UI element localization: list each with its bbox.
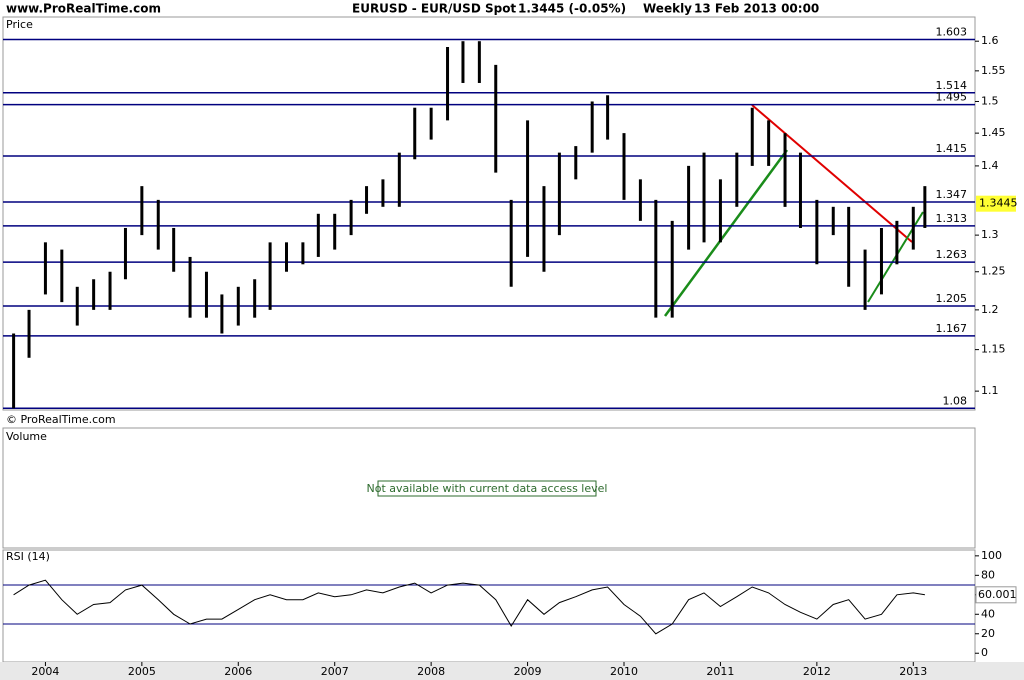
level-label: 1.603 (936, 25, 968, 38)
price-panel (2, 16, 976, 411)
x-tick-label: 2009 (514, 665, 542, 678)
price-change: 1.3445 (-0.05%) (518, 2, 626, 16)
y-tick-label: 1.55 (981, 64, 1006, 77)
level-label: 1.167 (936, 322, 968, 335)
x-tick-label: 2012 (803, 665, 831, 678)
level-label: 1.08 (943, 394, 968, 407)
trend-line (663, 149, 789, 317)
copyright: © ProRealTime.com (6, 413, 116, 426)
x-tick-label: 2010 (610, 665, 638, 678)
x-tick-label: 2006 (224, 665, 252, 678)
volume-label: Volume (6, 430, 47, 443)
symbol: EURUSD - EUR/USD Spot (352, 2, 516, 16)
level-label: 1.263 (936, 248, 968, 261)
rsi-tick-label: 20 (981, 627, 995, 640)
level-label: 1.495 (936, 91, 968, 104)
rsi-last-box (975, 586, 1017, 604)
trend-line (751, 104, 913, 243)
price-label: Price (6, 18, 33, 31)
last-price-box (976, 195, 1016, 212)
site: www.ProRealTime.com (6, 2, 161, 16)
rsi-tick-label: 0 (981, 646, 988, 659)
rsi-tick-label: 80 (981, 568, 995, 581)
volume-panel (2, 427, 976, 549)
date: 13 Feb 2013 00:00 (694, 2, 819, 16)
x-tick-label: 2013 (899, 665, 927, 678)
y-tick-label: 1.45 (981, 126, 1006, 139)
message-box (377, 480, 597, 497)
x-tick-label: 2007 (321, 665, 349, 678)
rsi-last-label: 60.001 (978, 588, 1017, 601)
x-tick-label: 2011 (706, 665, 734, 678)
level-label: 1.313 (936, 212, 968, 225)
rsi-line (13, 579, 925, 635)
x-tick-label: 2004 (31, 665, 59, 678)
rsi-label: RSI (14) (6, 550, 50, 563)
y-tick-label: 1.15 (981, 343, 1006, 356)
level-label: 1.514 (936, 79, 968, 92)
period: Weekly (643, 2, 692, 16)
volume-message: Not available with current data access l… (367, 482, 608, 495)
y-tick-label: 1.6 (981, 34, 999, 47)
level-label: 1.205 (936, 292, 968, 305)
level-label: 1.347 (936, 188, 968, 201)
last-price-label: 1.3445 (979, 197, 1018, 210)
y-tick-label: 1.2 (981, 303, 999, 316)
x-tick-label: 2005 (128, 665, 156, 678)
y-tick-label: 1.1 (981, 384, 999, 397)
level-label: 1.415 (936, 142, 968, 155)
rsi-tick-label: 100 (981, 549, 1002, 562)
y-tick-label: 1.4 (981, 159, 999, 172)
y-tick-label: 1.3 (981, 228, 999, 241)
x-axis-band (0, 662, 1024, 680)
y-tick-label: 1.5 (981, 94, 999, 107)
x-tick-label: 2008 (417, 665, 445, 678)
rsi-tick-label: 40 (981, 607, 995, 620)
y-tick-label: 1.25 (981, 265, 1006, 278)
